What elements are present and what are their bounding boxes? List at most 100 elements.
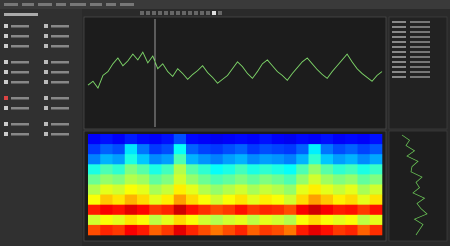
checkbox[interactable] bbox=[4, 34, 8, 38]
toolbar-button[interactable] bbox=[188, 11, 192, 15]
spectrogram-cell bbox=[162, 195, 175, 205]
spectrogram-cell bbox=[186, 164, 199, 174]
menu-item[interactable] bbox=[56, 3, 66, 6]
spectrogram-cell bbox=[321, 225, 334, 235]
menu-item[interactable] bbox=[120, 3, 134, 6]
toolbar-button[interactable] bbox=[158, 11, 162, 15]
checkbox-label bbox=[51, 71, 69, 74]
menu-item[interactable] bbox=[38, 3, 52, 6]
info-value bbox=[410, 76, 430, 78]
menu-item[interactable] bbox=[70, 3, 86, 6]
checkbox-label bbox=[51, 107, 69, 110]
checkbox[interactable] bbox=[4, 106, 8, 110]
toolbar-button[interactable] bbox=[200, 11, 204, 15]
toolbar-button[interactable] bbox=[152, 11, 156, 15]
checkbox[interactable] bbox=[44, 96, 48, 100]
info-value bbox=[410, 51, 430, 53]
spectrogram-cell bbox=[370, 154, 383, 164]
checkbox[interactable] bbox=[44, 60, 48, 64]
spectrogram-cell bbox=[247, 164, 260, 174]
spectrogram-cell bbox=[211, 185, 224, 195]
checkbox[interactable] bbox=[44, 80, 48, 84]
spectrogram-cell bbox=[162, 144, 175, 154]
spectrogram-cell bbox=[223, 185, 236, 195]
checkbox[interactable] bbox=[44, 106, 48, 110]
checkbox[interactable] bbox=[4, 122, 8, 126]
toolbar-button[interactable] bbox=[206, 11, 210, 15]
panel-header bbox=[4, 13, 38, 16]
menu-bar bbox=[0, 0, 450, 9]
spectrogram-cell bbox=[296, 205, 309, 215]
toolbar-button[interactable] bbox=[218, 11, 222, 15]
checkbox[interactable] bbox=[4, 60, 8, 64]
checkbox[interactable] bbox=[4, 96, 8, 100]
spectrogram-cell bbox=[358, 144, 371, 154]
toolbar-button[interactable] bbox=[170, 11, 174, 15]
toolbar-button[interactable] bbox=[194, 11, 198, 15]
spectrogram-cell bbox=[100, 205, 113, 215]
spectrogram-cell bbox=[247, 185, 260, 195]
spectrogram-cell bbox=[162, 205, 175, 215]
checkbox[interactable] bbox=[4, 24, 8, 28]
spectrogram-cell bbox=[260, 195, 273, 205]
spectrogram-cell bbox=[88, 205, 101, 215]
menu-item[interactable] bbox=[90, 3, 102, 6]
spectrogram-cell bbox=[211, 144, 224, 154]
checkbox[interactable] bbox=[44, 24, 48, 28]
toolbar-button[interactable] bbox=[182, 11, 186, 15]
checkbox[interactable] bbox=[4, 70, 8, 74]
info-key bbox=[392, 76, 406, 78]
spectrogram-cell bbox=[137, 195, 150, 205]
checkbox[interactable] bbox=[4, 80, 8, 84]
toolbar-button[interactable] bbox=[140, 11, 144, 15]
spectrogram-cell bbox=[296, 185, 309, 195]
spectrogram-cell bbox=[321, 164, 334, 174]
spectrogram-cell bbox=[235, 185, 248, 195]
spectrogram-cell bbox=[162, 215, 175, 225]
checkbox[interactable] bbox=[4, 44, 8, 48]
checkbox[interactable] bbox=[44, 122, 48, 126]
spectrogram-cell bbox=[113, 134, 126, 144]
spectrogram-cell bbox=[149, 134, 162, 144]
spectrogram-cell bbox=[345, 185, 358, 195]
spectrogram-cell bbox=[223, 154, 236, 164]
spectrogram-cell bbox=[162, 154, 175, 164]
menu-item[interactable] bbox=[4, 3, 18, 6]
spectrogram-cell bbox=[174, 164, 187, 174]
spectrogram-cell bbox=[296, 174, 309, 184]
info-key bbox=[392, 56, 406, 58]
spectrogram-cell bbox=[211, 195, 224, 205]
toolbar-button[interactable] bbox=[176, 11, 180, 15]
spectrogram-cell bbox=[174, 205, 187, 215]
spectrogram-cell bbox=[284, 174, 297, 184]
menu-item[interactable] bbox=[106, 3, 116, 6]
toolbar-button[interactable] bbox=[212, 11, 216, 15]
spectrogram-cell bbox=[186, 154, 199, 164]
spectrogram-cell bbox=[309, 144, 322, 154]
spectrogram-cell bbox=[260, 144, 273, 154]
spectrogram-cell bbox=[113, 174, 126, 184]
menu-item[interactable] bbox=[22, 3, 34, 6]
checkbox[interactable] bbox=[44, 70, 48, 74]
spectrogram-cell bbox=[296, 134, 309, 144]
spectrogram-cell bbox=[235, 195, 248, 205]
left-panel bbox=[0, 9, 82, 246]
spectrogram-cell bbox=[296, 225, 309, 235]
checkbox-label bbox=[11, 97, 29, 100]
spectrogram-cell bbox=[235, 144, 248, 154]
toolbar-button[interactable] bbox=[164, 11, 168, 15]
checkbox-label bbox=[11, 25, 29, 28]
checkbox[interactable] bbox=[44, 132, 48, 136]
checkbox[interactable] bbox=[44, 34, 48, 38]
spectrogram-cell bbox=[333, 225, 346, 235]
info-value bbox=[410, 66, 430, 68]
spectrogram-cell bbox=[174, 195, 187, 205]
spectrogram-cell bbox=[333, 195, 346, 205]
toolbar-button[interactable] bbox=[146, 11, 150, 15]
checkbox[interactable] bbox=[44, 44, 48, 48]
spectrogram-cell bbox=[235, 154, 248, 164]
spectrogram-cell bbox=[272, 164, 285, 174]
checkbox[interactable] bbox=[4, 132, 8, 136]
spectrogram-cell bbox=[100, 174, 113, 184]
spectrogram-cell bbox=[296, 195, 309, 205]
